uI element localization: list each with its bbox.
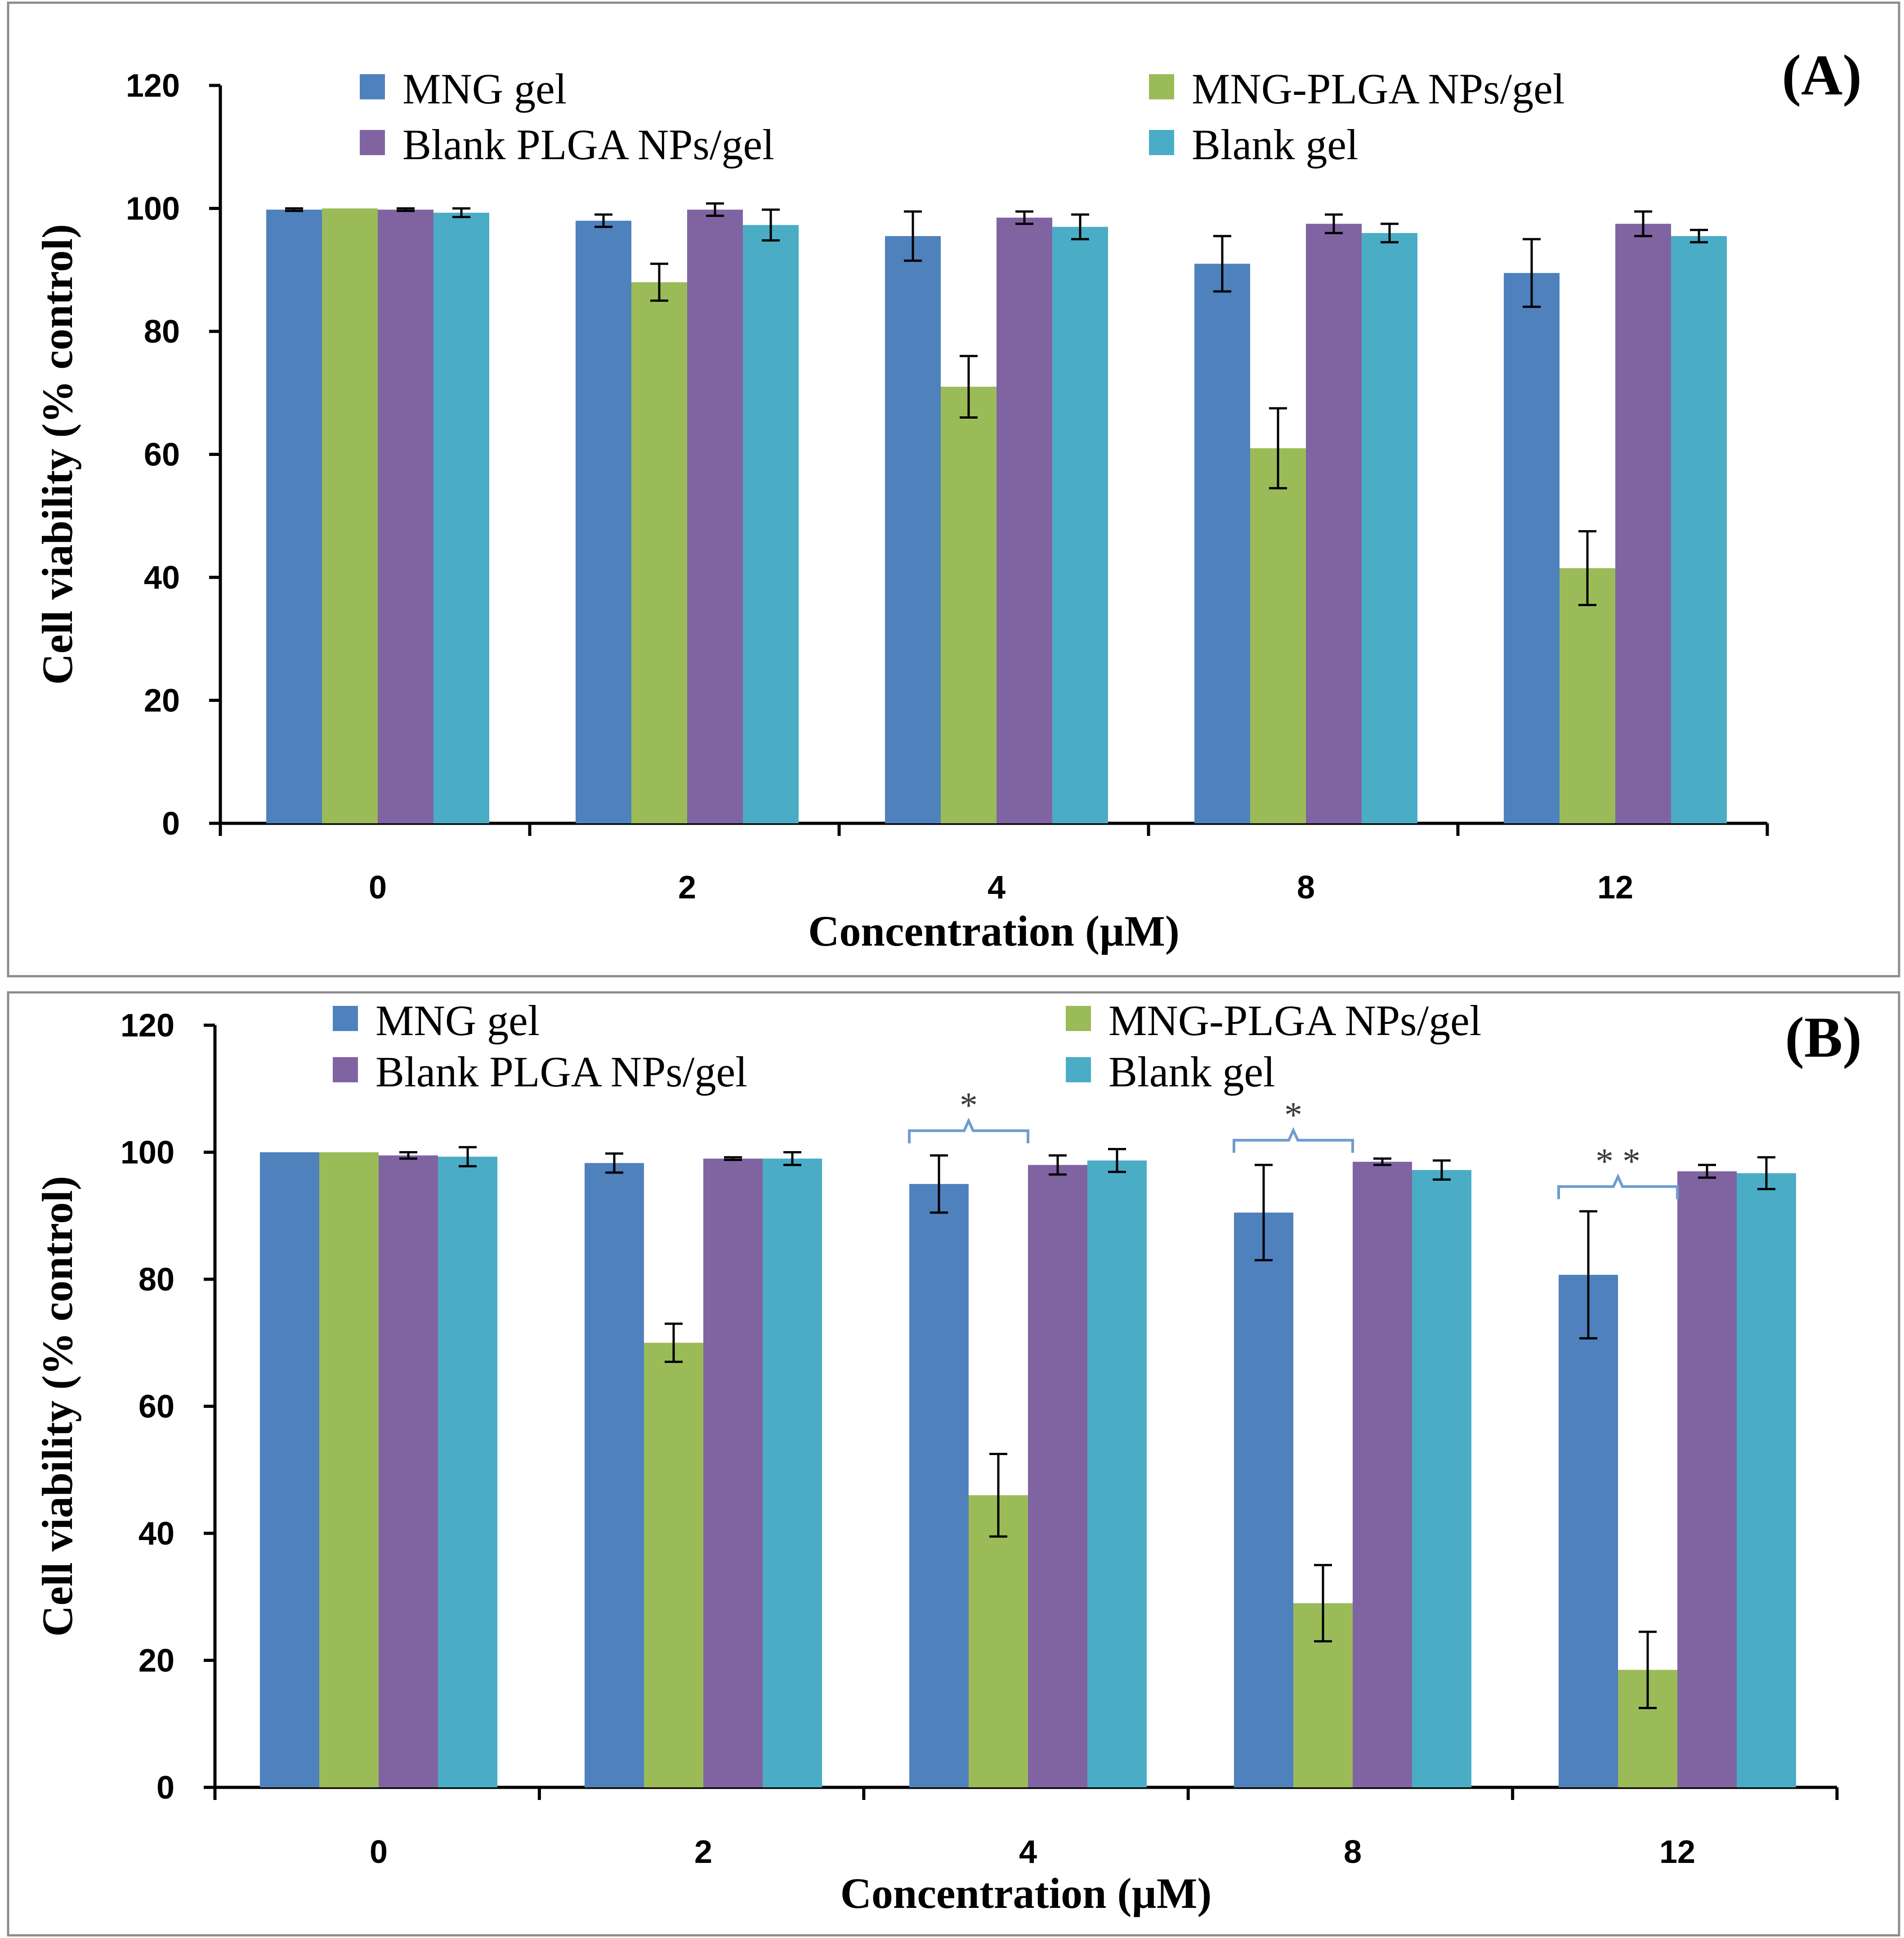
bar <box>379 1155 438 1787</box>
bar <box>1615 223 1671 823</box>
bar <box>997 218 1052 824</box>
bar <box>1250 448 1306 823</box>
y-tick-label: 40 <box>139 1516 174 1552</box>
bar <box>378 210 434 823</box>
bar <box>576 220 631 824</box>
bar <box>763 1158 822 1787</box>
bar <box>319 1152 379 1787</box>
bar <box>266 210 322 823</box>
legend-swatch <box>360 74 385 99</box>
bar <box>438 1157 497 1787</box>
legend-swatch <box>1066 1006 1091 1031</box>
bar <box>687 210 743 823</box>
legend-label: MNG gel <box>375 996 540 1045</box>
bar <box>909 1184 969 1787</box>
bar <box>434 213 489 823</box>
y-tick-label: 0 <box>162 806 180 842</box>
legend-swatch <box>333 1006 358 1031</box>
x-tick-label: 4 <box>988 870 1006 906</box>
significance-mark: * <box>1284 1095 1302 1135</box>
significance-mark: * * <box>1596 1142 1640 1181</box>
y-tick-label: 0 <box>156 1770 174 1806</box>
legend-label: MNG-PLGA NPs/gel <box>1192 65 1564 113</box>
bar <box>1671 236 1727 823</box>
bar <box>1028 1165 1087 1787</box>
bar <box>644 1343 703 1787</box>
x-axis-title: Concentration (µM) <box>840 1869 1212 1917</box>
x-tick-label: 2 <box>694 1834 712 1870</box>
y-tick-label: 40 <box>144 560 180 596</box>
bar <box>585 1163 644 1787</box>
bar <box>1737 1173 1796 1787</box>
y-axis-title: Cell viability (% control) <box>33 1176 81 1637</box>
bar <box>1559 1275 1618 1787</box>
x-tick-label: 12 <box>1597 870 1633 906</box>
x-axis-title: Concentration (µM) <box>808 907 1180 955</box>
x-tick-label: 4 <box>1019 1834 1037 1870</box>
x-tick-label: 8 <box>1297 870 1315 906</box>
bar <box>1052 227 1108 823</box>
legend-label: Blank PLGA NPs/gel <box>375 1048 747 1096</box>
bar <box>1362 233 1417 824</box>
panel-b: 0 20 40 60 80 100 120 0 2 4 8 12 * * * * Concentration … <box>33 996 1862 1917</box>
bar <box>1234 1212 1293 1787</box>
bar <box>260 1152 319 1787</box>
bar <box>1560 568 1615 823</box>
legend-label: Blank gel <box>1108 1048 1275 1096</box>
bar <box>1353 1161 1412 1787</box>
bar <box>1306 223 1362 823</box>
y-tick-label: 60 <box>139 1389 174 1425</box>
significance-bracket <box>908 1117 1029 1143</box>
y-tick-label: 100 <box>121 1135 174 1171</box>
significance-bracket <box>1557 1173 1679 1199</box>
legend-swatch <box>1149 130 1174 155</box>
significance-bracket <box>1233 1127 1354 1153</box>
y-tick-label: 80 <box>139 1262 174 1298</box>
y-tick-label: 120 <box>126 68 180 104</box>
x-tick-label: 2 <box>678 870 696 906</box>
y-tick-label: 120 <box>121 1008 174 1044</box>
bar <box>1504 273 1560 823</box>
bar <box>703 1158 763 1787</box>
bar <box>743 225 799 823</box>
panel-b-frame <box>7 991 1900 1937</box>
bar <box>941 387 997 823</box>
bar <box>885 236 941 823</box>
bar <box>969 1495 1028 1787</box>
y-tick-label: 20 <box>139 1643 174 1679</box>
legend-label: MNG gel <box>402 65 567 113</box>
legend-label: Blank PLGA NPs/gel <box>402 121 774 169</box>
bar <box>322 208 378 823</box>
legend-swatch <box>1149 74 1174 99</box>
bar <box>1677 1171 1737 1787</box>
x-tick-label: 8 <box>1344 1834 1362 1870</box>
y-tick-label: 60 <box>144 437 180 473</box>
panel-a: 0 20 40 60 80 100 120 0 2 4 8 12 Concentration (µM) C… <box>33 43 1862 955</box>
panel-a-frame <box>7 1 1900 978</box>
y-tick-label: 100 <box>126 191 180 227</box>
bar <box>1194 263 1250 824</box>
legend-swatch <box>1066 1057 1091 1082</box>
y-axis-title: Cell viability (% control) <box>33 224 81 685</box>
legend-swatch <box>333 1057 358 1082</box>
bar <box>631 282 687 823</box>
panel-label: (A) <box>1782 43 1862 107</box>
significance-mark: * <box>960 1086 978 1125</box>
x-tick-label: 0 <box>370 1834 388 1870</box>
legend-swatch <box>360 130 385 155</box>
x-tick-label: 0 <box>369 870 387 906</box>
x-tick-label: 12 <box>1659 1834 1695 1870</box>
y-tick-label: 20 <box>144 683 180 719</box>
bar <box>1412 1170 1471 1787</box>
panel-label: (B) <box>1785 1005 1862 1069</box>
bar <box>1087 1160 1147 1787</box>
legend-label: Blank gel <box>1192 121 1359 169</box>
legend-label: MNG-PLGA NPs/gel <box>1108 996 1481 1045</box>
y-tick-label: 80 <box>144 314 180 350</box>
